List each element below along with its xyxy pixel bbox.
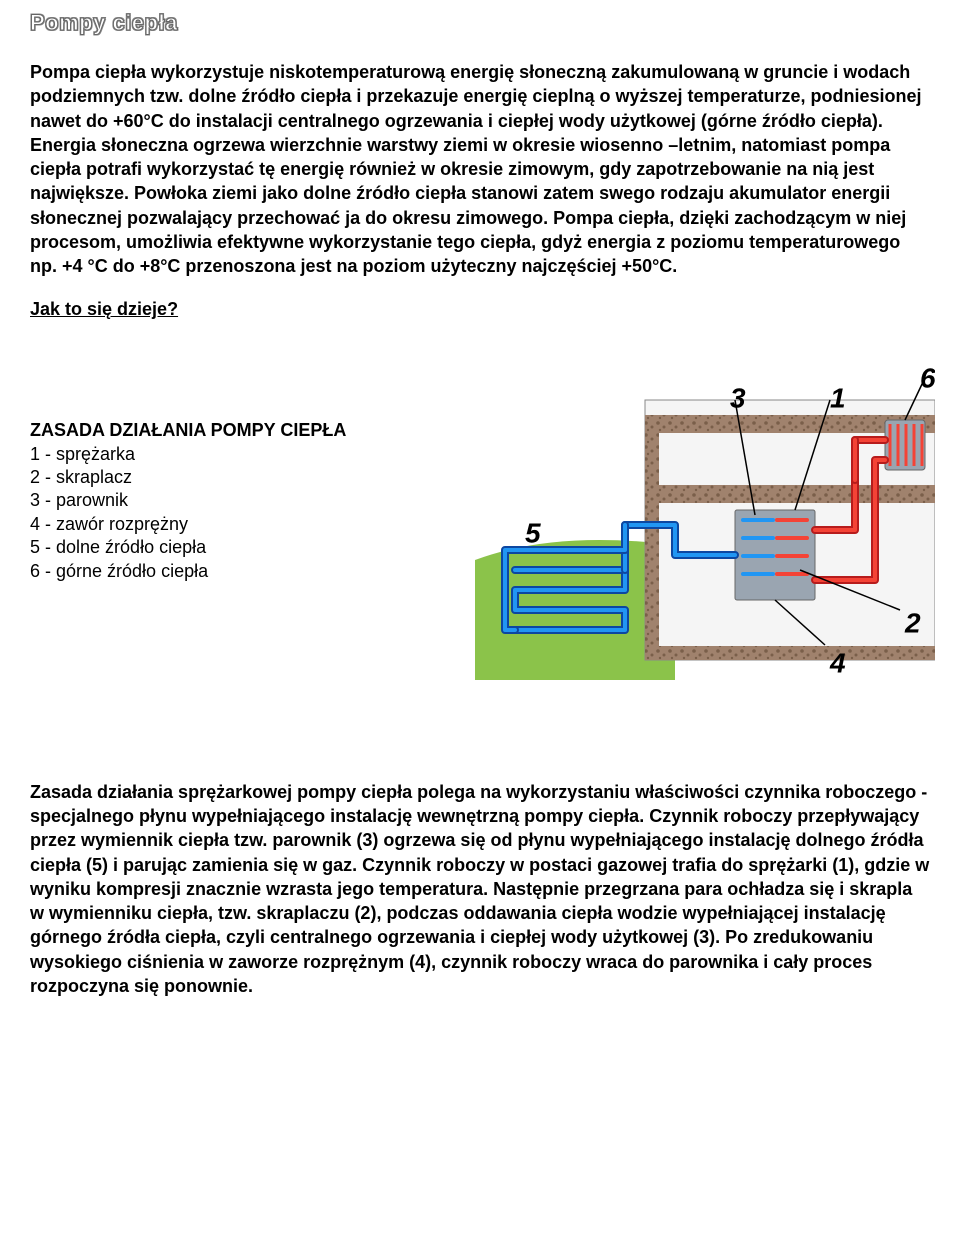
svg-text:6: 6 (920, 362, 935, 393)
legend-item-3: 3 - parownik (30, 489, 435, 512)
legend-item-4: 4 - zawór rozprężny (30, 513, 435, 536)
legend-item-5: 5 - dolne źródło ciepła (30, 536, 435, 559)
intro-paragraph: Pompa ciepła wykorzystuje niskotemperatu… (30, 60, 930, 279)
svg-text:3: 3 (730, 382, 746, 413)
operation-paragraph: Zasada działania sprężarkowej pompy ciep… (30, 780, 930, 999)
page-outline-title: Pompy ciepła (30, 10, 930, 36)
legend-item-6: 6 - górne źródło ciepła (30, 560, 435, 583)
how-heading: Jak to się dzieje? (30, 299, 930, 320)
svg-text:1: 1 (830, 382, 846, 413)
principle-text-block: ZASADA DZIAŁANIA POMPY CIEPŁA 1 - spręża… (30, 360, 435, 583)
svg-text:4: 4 (829, 647, 846, 678)
heat-pump-diagram: 1 2 3 4 5 6 (475, 360, 935, 680)
legend-item-1: 1 - sprężarka (30, 443, 435, 466)
principle-title: ZASADA DZIAŁANIA POMPY CIEPŁA (30, 420, 435, 441)
svg-text:2: 2 (904, 607, 921, 638)
legend-item-2: 2 - skraplacz (30, 466, 435, 489)
principle-section: ZASADA DZIAŁANIA POMPY CIEPŁA 1 - spręża… (30, 360, 930, 680)
svg-text:5: 5 (525, 517, 541, 548)
